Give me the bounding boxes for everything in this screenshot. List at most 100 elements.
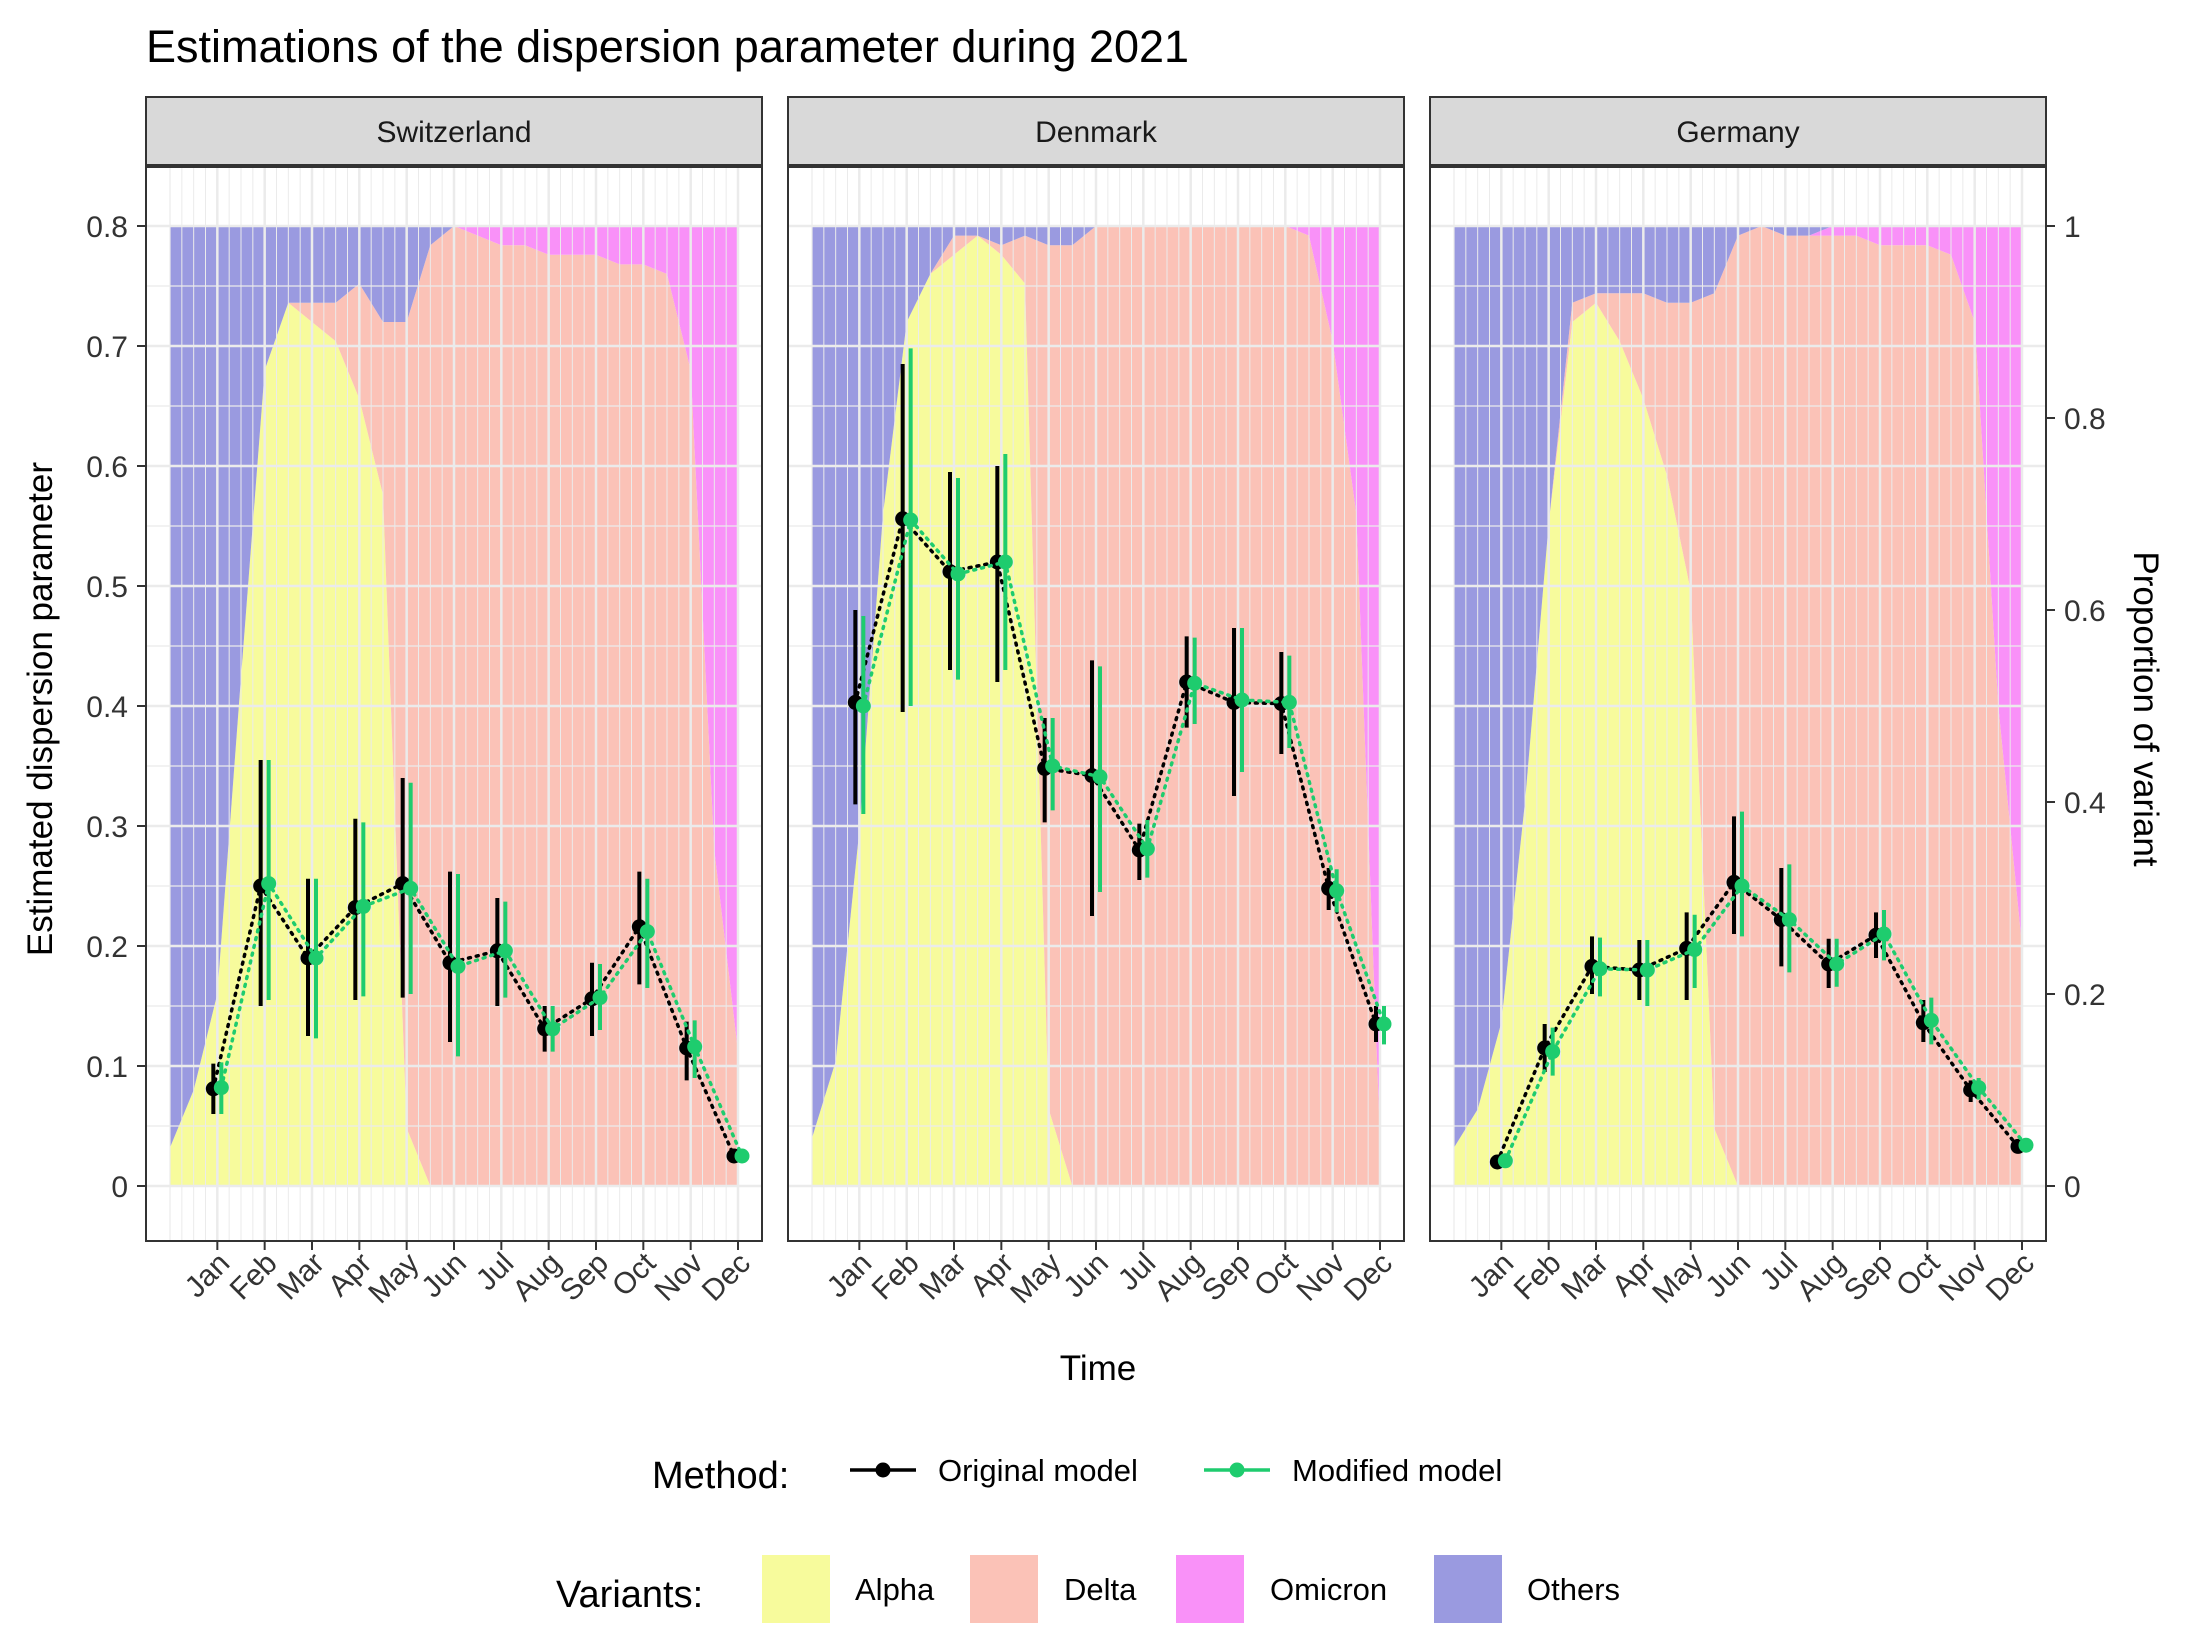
x-tick-label: Sep: [554, 1247, 615, 1308]
y-tick-label-left: 0.1: [86, 1051, 128, 1084]
x-tick-label: Dec: [696, 1247, 757, 1308]
data-point: [1139, 841, 1155, 857]
legend-variant-swatch: [762, 1555, 830, 1623]
series-line: [1503, 883, 2028, 1163]
y-tick-label-right: 0.4: [2064, 787, 2106, 820]
y-tick-label-left: 0.7: [86, 331, 128, 364]
x-tick-label: Dec: [1338, 1247, 1399, 1308]
x-tick-label: Nov: [649, 1247, 710, 1308]
y-tick-label-left: 0.4: [86, 691, 128, 724]
data-point: [213, 1080, 229, 1096]
data-point: [545, 1021, 561, 1037]
facet-strip: [787, 96, 1405, 166]
x-tick-label: Jun: [1699, 1247, 1757, 1305]
y-tick-label-right: 1: [2064, 211, 2081, 244]
y-tick-label-left: 0: [111, 1171, 128, 1204]
series-line: [219, 879, 744, 1158]
x-tick-label: Nov: [1933, 1247, 1994, 1308]
x-tick-label: May: [1646, 1247, 1709, 1310]
y-axis-right: 0 0.2 0.4 0.6 0.8 1: [2046, 211, 2106, 1204]
y-axis-left: 0 0.1 0.2 0.3 0.4 0.5 0.6 0.7 0.8: [86, 211, 146, 1204]
x-tick-label: Feb: [224, 1247, 284, 1307]
grid-lines: [788, 167, 1404, 1241]
legend-method: Method: Original model Modified model: [652, 1453, 1502, 1497]
x-tick-label: Mar: [913, 1247, 973, 1307]
legend-method-point: [1229, 1462, 1245, 1478]
data-point: [2018, 1137, 2034, 1153]
panel-germany: GermanyJanFebMarAprMayJunJulAugSepOctNov…: [1429, 96, 2047, 1310]
data-point: [1781, 912, 1797, 928]
data-point: [903, 512, 919, 528]
facet-strip-label: Germany: [1676, 116, 1799, 149]
x-tick-label: Jan: [179, 1247, 237, 1305]
y-axis-label-right: Proportion of variant: [2126, 551, 2165, 866]
legend-variants-title: Variants:: [556, 1574, 703, 1616]
y-tick-label-left: 0.6: [86, 451, 128, 484]
variant-area-others: [1454, 226, 2022, 1148]
variant-area-others: [812, 226, 1380, 1138]
facet-strip-label: Denmark: [1035, 116, 1158, 149]
data-point: [355, 898, 371, 914]
data-point: [497, 943, 513, 959]
data-point: [1829, 956, 1845, 972]
legend-variant-swatch: [1176, 1555, 1244, 1623]
data-point: [450, 958, 466, 974]
y-tick-label-left: 0.8: [86, 211, 128, 244]
data-point: [1639, 962, 1655, 978]
x-tick-label: Mar: [1555, 1247, 1615, 1307]
panel-denmark: DenmarkJanFebMarAprMayJunJulAugSepOctNov…: [787, 96, 1405, 1310]
x-tick-label: Dec: [1980, 1247, 2041, 1308]
data-point: [1187, 675, 1203, 691]
x-tick-label: Aug: [1791, 1247, 1852, 1308]
data-point: [1545, 1044, 1561, 1060]
x-tick-label: Jun: [415, 1247, 473, 1305]
series-line: [1495, 879, 2020, 1164]
x-tick-label: Oct: [1890, 1246, 1947, 1303]
y-tick-label-right: 0.6: [2064, 595, 2106, 628]
data-point: [1734, 878, 1750, 894]
data-point: [1497, 1153, 1513, 1169]
data-point: [1687, 942, 1703, 958]
series-line: [861, 516, 1386, 1026]
facet-strip-label: Switzerland: [376, 116, 531, 149]
grid-lines: [146, 167, 762, 1241]
data-point: [1592, 961, 1608, 977]
y-tick-label-left: 0.3: [86, 811, 128, 844]
legend-method-label: Modified model: [1292, 1453, 1502, 1488]
x-tick-label: Jan: [1463, 1247, 1521, 1305]
x-tick-label: Nov: [1291, 1247, 1352, 1308]
data-point: [1281, 694, 1297, 710]
x-tick-label: Oct: [606, 1246, 663, 1303]
y-tick-label-left: 0.5: [86, 571, 128, 604]
data-point: [592, 990, 608, 1006]
variant-area-others: [170, 226, 738, 1148]
x-axis-label: Time: [1060, 1349, 1136, 1388]
x-tick-label: Feb: [1508, 1247, 1568, 1307]
series-line: [211, 881, 736, 1158]
y-tick-label-right: 0: [2064, 1171, 2081, 1204]
legend-method-title: Method:: [652, 1455, 789, 1497]
data-point: [997, 554, 1013, 570]
data-point: [687, 1039, 703, 1055]
legend-variant-swatch: [1434, 1555, 1502, 1623]
x-tick-label: Aug: [507, 1247, 568, 1308]
x-tick-label: May: [362, 1247, 425, 1310]
data-point: [308, 950, 324, 966]
variant-area-omicron: [170, 226, 738, 1148]
legend-variants: Variants: Alpha Delta Omicron Others: [556, 1555, 1620, 1623]
chart-title: Estimations of the dispersion parameter …: [146, 21, 1189, 72]
series-modified: [213, 760, 750, 1164]
series-modified: [1497, 811, 2034, 1169]
x-tick-label: Jun: [1057, 1247, 1115, 1305]
facet-strip: [1429, 96, 2047, 166]
x-tick-label: Aug: [1149, 1247, 1210, 1308]
legend-method-point: [875, 1462, 891, 1478]
chart-panels: SwitzerlandJanFebMarAprMayJunJulAugSepOc…: [86, 96, 2106, 1310]
data-point: [950, 566, 966, 582]
data-point: [1876, 926, 1892, 942]
data-point: [855, 698, 871, 714]
data-point: [734, 1148, 750, 1164]
data-point: [261, 876, 277, 892]
data-point: [1092, 769, 1108, 785]
